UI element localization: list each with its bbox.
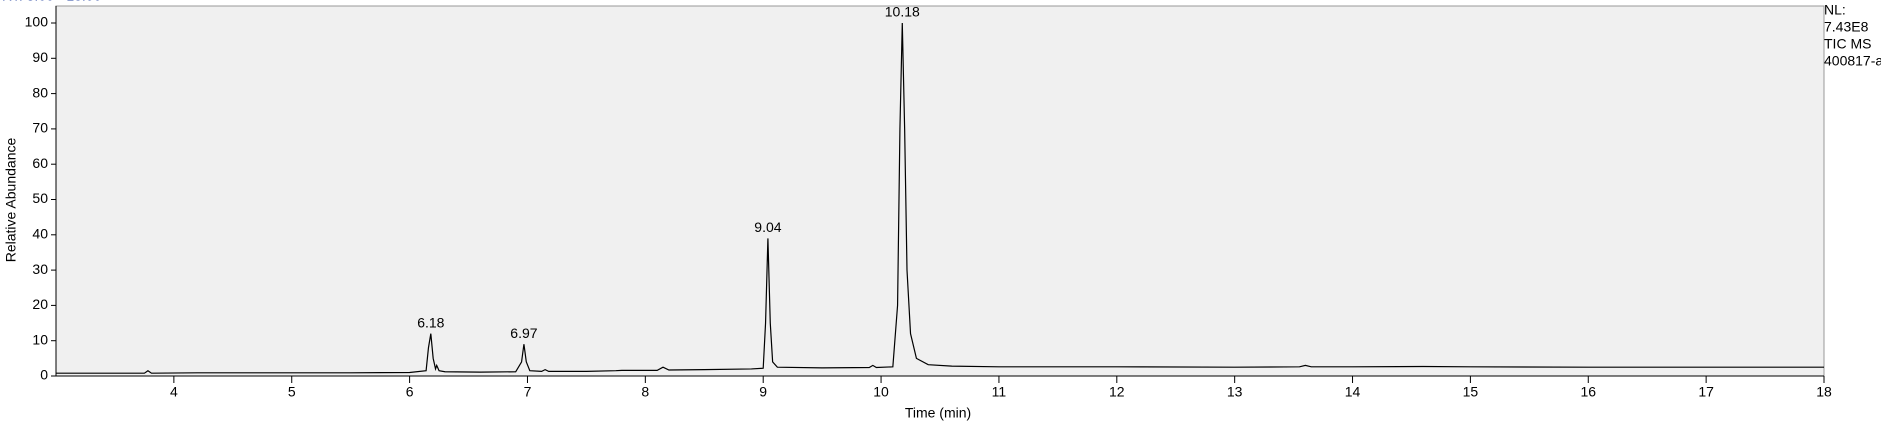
y-tick-label: 30 [32,261,48,277]
x-tick-label: 9 [759,384,767,400]
x-tick-label: 10 [873,384,889,400]
x-tick-label: 11 [992,384,1007,400]
info-text: 7.43E8 [1824,19,1869,35]
y-tick-label: 60 [32,155,48,171]
x-tick-label: 7 [524,384,532,400]
x-tick-label: 8 [641,384,649,400]
info-text: NL: [1824,2,1846,18]
peak-label: 6.97 [510,325,537,341]
plot-area [55,5,1825,377]
peak-label: 9.04 [754,219,781,235]
x-tick-label: 16 [1580,384,1596,400]
y-tick-label: 40 [32,226,48,242]
y-tick-label: 100 [25,14,49,30]
x-axis-label: Time (min) [905,405,971,421]
info-text: 400817-a [1824,53,1881,69]
y-axis-label: Relative Abundance [3,138,19,263]
x-tick-label: 5 [288,384,296,400]
y-tick-label: 20 [32,296,48,312]
x-tick-label: 6 [406,384,414,400]
range-header: RT: 3.00 - 18.00 [2,0,102,4]
x-tick-label: 12 [1109,384,1125,400]
y-tick-label: 50 [32,190,48,206]
info-text: TIC MS [1824,36,1871,52]
peak-label: 10.18 [885,4,920,20]
y-tick-label: 0 [40,367,48,383]
x-tick-label: 13 [1227,384,1243,400]
trace [56,22,1824,374]
x-tick-label: 15 [1463,384,1479,400]
y-tick-label: 10 [32,331,48,347]
x-tick-label: 17 [1698,384,1714,400]
y-tick-label: 70 [32,120,48,136]
y-tick-label: 80 [32,84,48,100]
peak-label: 6.18 [417,314,444,330]
x-tick-label: 18 [1816,384,1832,400]
y-tick-label: 90 [32,49,48,65]
x-tick-label: 4 [170,384,178,400]
x-tick-label: 14 [1345,384,1361,400]
